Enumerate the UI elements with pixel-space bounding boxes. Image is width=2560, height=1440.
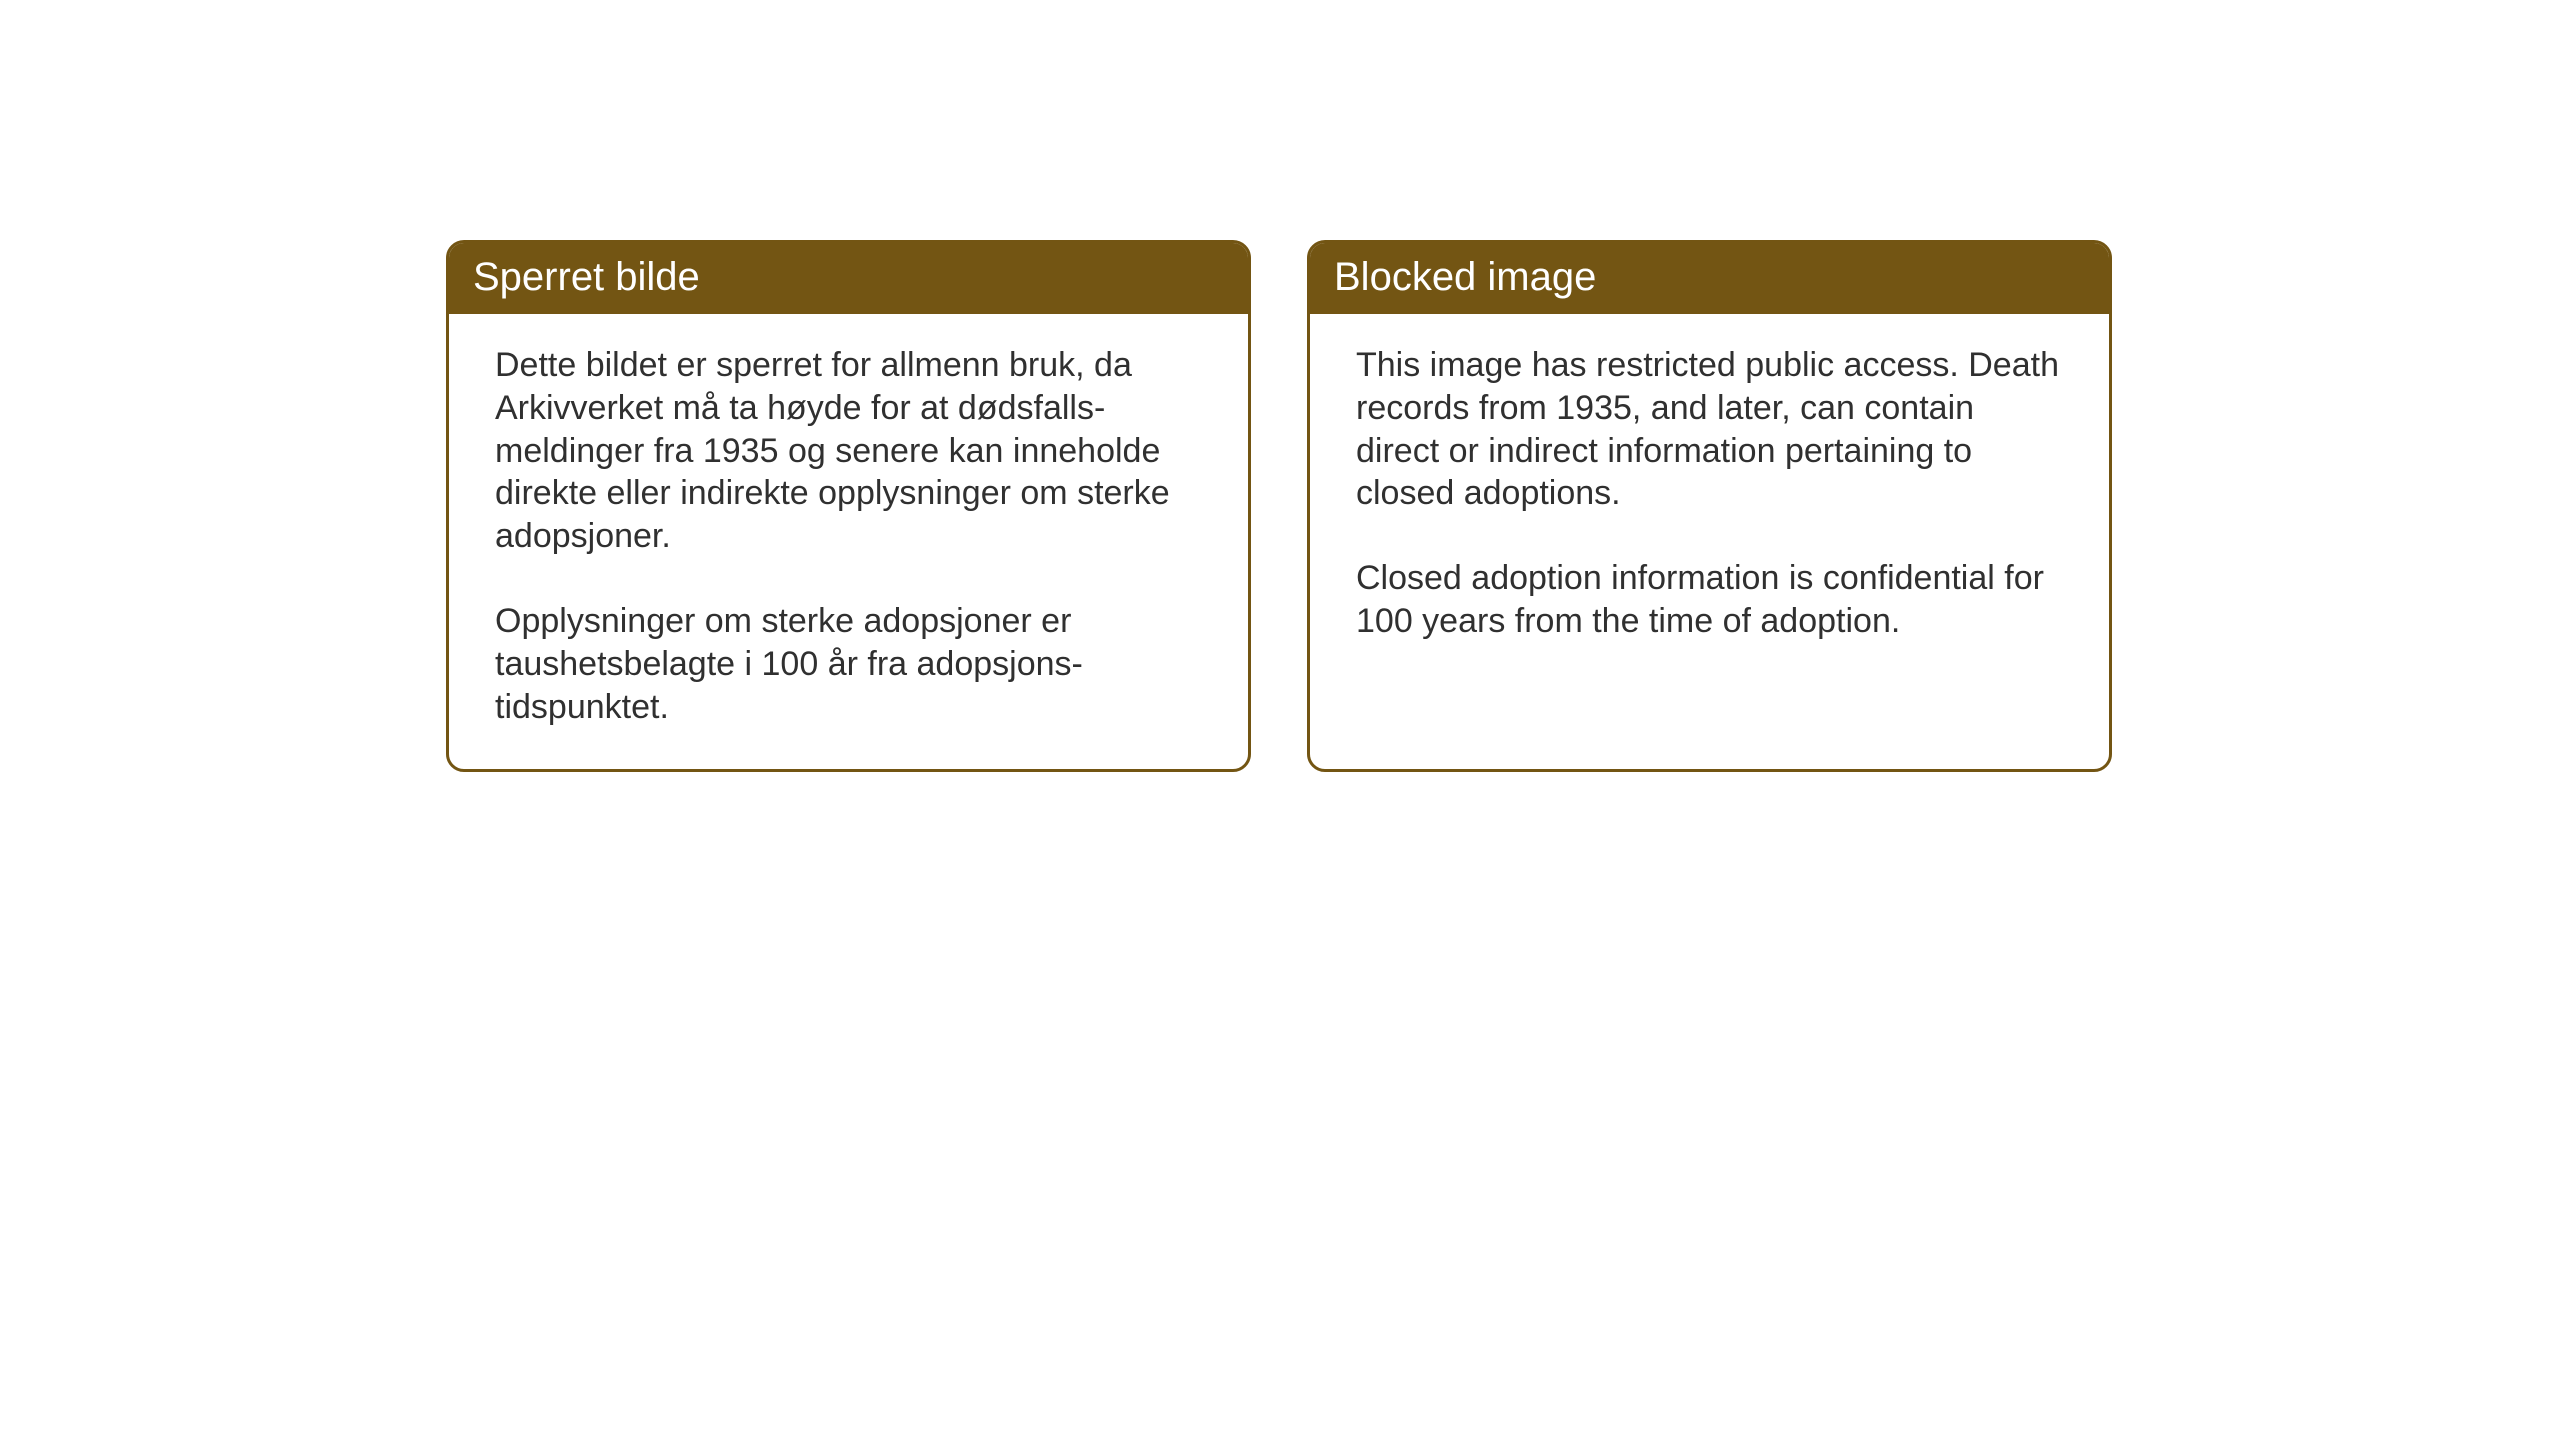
card-body-norwegian: Dette bildet er sperret for allmenn bruk… <box>449 314 1248 769</box>
notice-container: Sperret bilde Dette bildet er sperret fo… <box>0 0 2560 772</box>
card-header-english: Blocked image <box>1310 243 2109 314</box>
paragraph-english-2: Closed adoption information is confident… <box>1356 557 2063 643</box>
paragraph-english-1: This image has restricted public access.… <box>1356 344 2063 515</box>
notice-card-english: Blocked image This image has restricted … <box>1307 240 2112 772</box>
card-header-norwegian: Sperret bilde <box>449 243 1248 314</box>
paragraph-norwegian-1: Dette bildet er sperret for allmenn bruk… <box>495 344 1202 558</box>
notice-card-norwegian: Sperret bilde Dette bildet er sperret fo… <box>446 240 1251 772</box>
paragraph-norwegian-2: Opplysninger om sterke adopsjoner er tau… <box>495 600 1202 728</box>
card-body-english: This image has restricted public access.… <box>1310 314 2109 683</box>
